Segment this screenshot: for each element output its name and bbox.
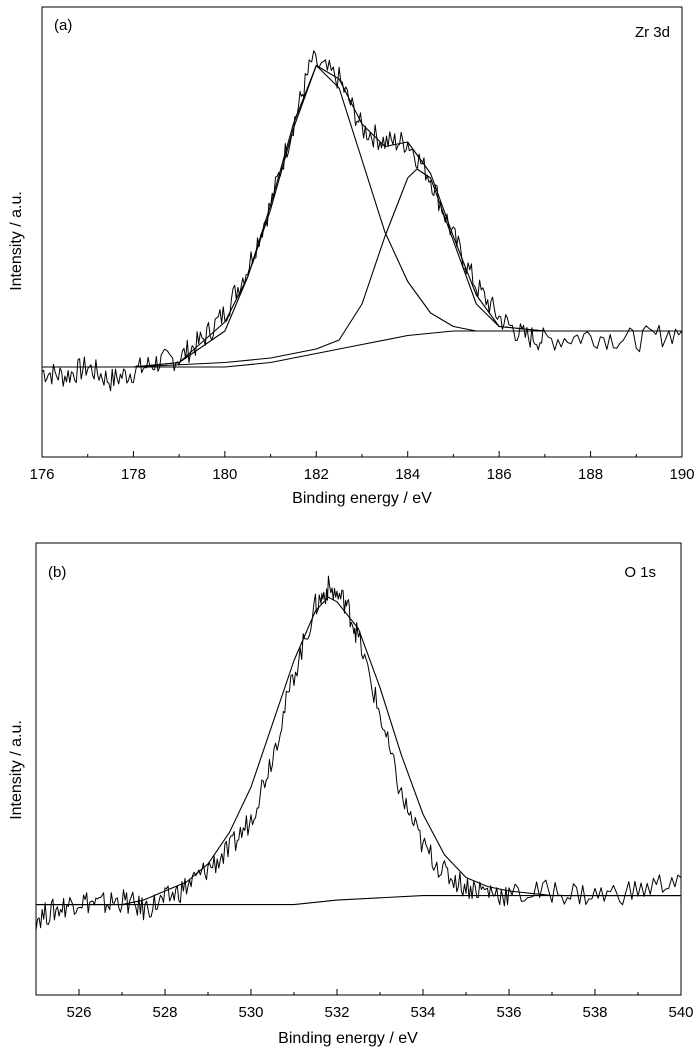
x-tick-label: 526 (66, 1004, 91, 1021)
x-axis-title: Binding energy / eV (292, 490, 432, 507)
x-tick-label: 186 (487, 466, 512, 483)
series-fitted-peak-line (36, 596, 681, 906)
plot-frame (41, 6, 683, 458)
x-tick-label: 530 (238, 1004, 263, 1021)
spectrum-curves (35, 575, 682, 931)
x-tick-label: 538 (582, 1004, 607, 1021)
x-axis-ticks: 526 528 530 532 534 536 538 540 (66, 989, 694, 1021)
x-tick-label: 182 (304, 466, 329, 483)
series-measured-spectrum-line (35, 575, 682, 931)
spectrum-annotation: Zr 3d (635, 24, 670, 41)
x-tick-label: 534 (410, 1004, 435, 1021)
x-tick-label: 188 (578, 466, 603, 483)
x-tick-label: 528 (152, 1004, 177, 1021)
panel-a: 176 178 180 182 184 186 188 190 (a) Zr 3d Bindi… (8, 6, 695, 507)
x-tick-label: 176 (29, 466, 54, 483)
plot-frame (35, 542, 682, 996)
series-measured-spectrum-line (41, 50, 683, 392)
x-tick-label: 540 (668, 1004, 693, 1021)
series-component-peak-2-line (42, 168, 682, 368)
x-axis-title: Binding energy / eV (278, 1030, 418, 1047)
x-tick-label: 178 (121, 466, 146, 483)
y-axis-title: Intensity / a.u. (8, 191, 25, 291)
y-axis-title: Intensity / a.u. (8, 720, 25, 820)
panel-label: (b) (48, 564, 66, 581)
spectrum-curves (41, 50, 683, 392)
x-tick-label: 532 (324, 1004, 349, 1021)
x-tick-label: 184 (395, 466, 420, 483)
series-component-peak-1-line (42, 64, 682, 368)
spectrum-annotation: O 1s (624, 564, 656, 581)
x-tick-label: 190 (669, 466, 694, 483)
series-fitted-envelope-line (42, 64, 682, 368)
series-background-line (42, 330, 682, 368)
panel-b: 526 528 530 532 534 536 538 540 (b) O 1s Bindin… (8, 542, 694, 1047)
series-background-line (36, 895, 681, 906)
panel-label: (a) (54, 17, 72, 34)
x-axis-ticks: 176 178 180 182 184 186 188 190 (29, 451, 695, 483)
x-tick-label: 180 (212, 466, 237, 483)
x-tick-label: 536 (496, 1004, 521, 1021)
